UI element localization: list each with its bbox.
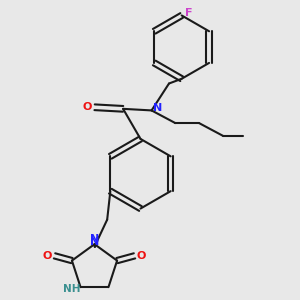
Text: O: O xyxy=(83,102,92,112)
Text: O: O xyxy=(137,251,146,261)
Text: F: F xyxy=(185,8,192,18)
Text: NH: NH xyxy=(63,284,80,294)
Text: N: N xyxy=(90,234,99,244)
Text: N: N xyxy=(90,237,99,248)
Text: O: O xyxy=(43,251,52,261)
Text: N: N xyxy=(153,103,162,113)
